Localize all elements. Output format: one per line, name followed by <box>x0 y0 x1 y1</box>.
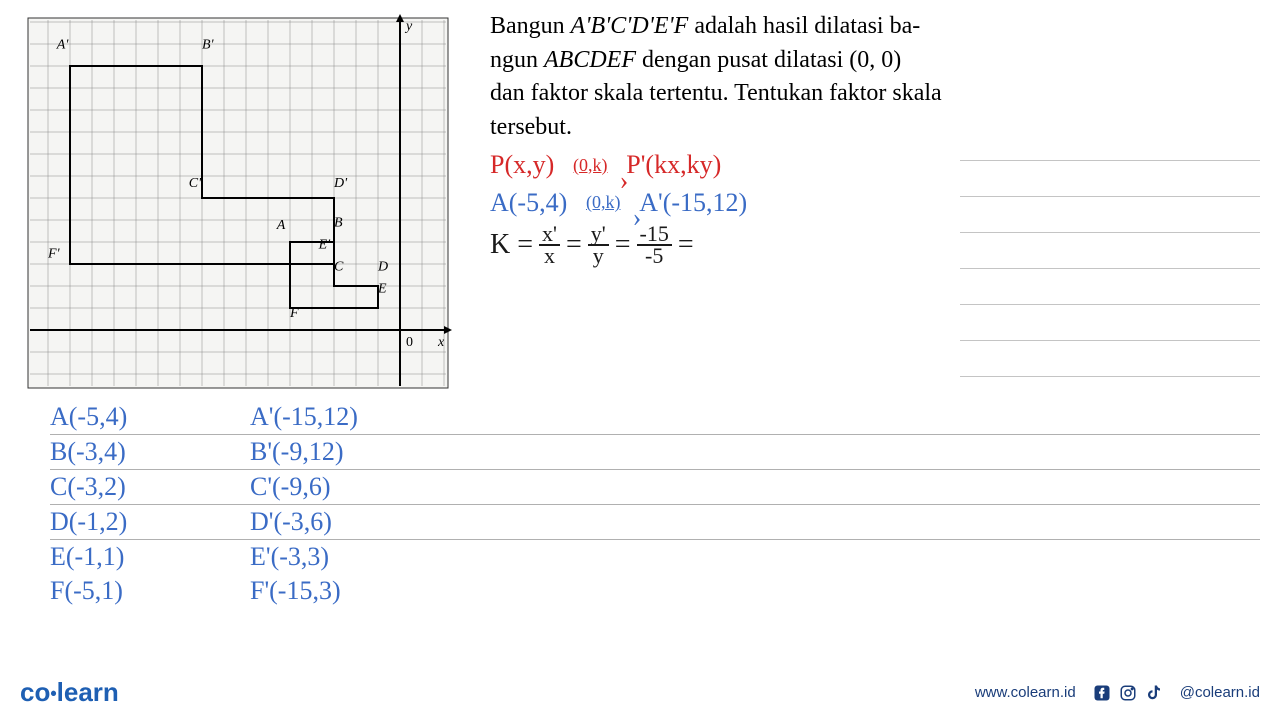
coord-Bp: B'(-9,12) <box>250 437 390 467</box>
text: ngun <box>490 47 544 73</box>
svg-text:A: A <box>276 218 286 233</box>
social-icons <box>1092 683 1164 703</box>
text: dengan pusat dilatasi (0, 0) <box>636 47 901 73</box>
tiktok-icon <box>1144 683 1164 703</box>
svg-text:F': F' <box>47 246 61 261</box>
brand-logo: co•learn <box>20 677 119 708</box>
coord-Ap: A'(-15,12) <box>250 402 390 432</box>
svg-text:C': C' <box>189 176 202 191</box>
coord-D: D(-1,2) <box>50 507 190 537</box>
facebook-icon <box>1092 683 1112 703</box>
result: A'(-15,12) <box>639 186 747 220</box>
fraction: x' x <box>539 224 560 266</box>
svg-text:A': A' <box>56 37 70 52</box>
fraction: y' y <box>588 224 609 266</box>
svg-text:E': E' <box>318 238 332 253</box>
ruled-lines <box>960 125 1260 377</box>
point: P(x,y) <box>490 148 554 182</box>
expr: A'B'C'D'E'F <box>571 13 689 39</box>
svg-text:F: F <box>289 306 299 321</box>
text: Bangun <box>490 13 571 39</box>
result: P'(kx,ky) <box>626 148 721 182</box>
instagram-icon <box>1118 683 1138 703</box>
website-url: www.colearn.id <box>975 684 1076 701</box>
coordinates-list: A(-5,4) A'(-15,12) B(-3,4) B'(-9,12) C(-… <box>0 395 1280 608</box>
coord-Fp: F'(-15,3) <box>250 576 390 606</box>
svg-text:E: E <box>377 282 387 297</box>
coord-A: A(-5,4) <box>50 402 190 432</box>
svg-text:D: D <box>377 260 388 275</box>
coord-row: F(-5,1) F'(-15,3) <box>50 574 1260 608</box>
coord-row: E(-1,1) E'(-3,3) <box>50 540 1260 574</box>
svg-text:B: B <box>334 216 343 231</box>
coord-F: F(-5,1) <box>50 576 190 606</box>
expr: ABCDEF <box>544 47 636 73</box>
coord-row: B(-3,4) B'(-9,12) <box>50 435 1260 470</box>
point: A(-5,4) <box>490 186 567 220</box>
footer-right: www.colearn.id @colearn.id <box>975 683 1260 703</box>
coord-Ep: E'(-3,3) <box>250 542 390 572</box>
coord-row: C(-3,2) C'(-9,6) <box>50 470 1260 505</box>
svg-text:x: x <box>437 335 445 350</box>
k-equals: K = <box>490 227 533 263</box>
coordinate-graph: y x 0 A' B' C' D' E' F' A B C DE F <box>20 10 460 395</box>
social-handle: @colearn.id <box>1180 684 1260 701</box>
svg-text:0: 0 <box>406 335 413 350</box>
arrow-label: (0,k) <box>560 154 620 177</box>
svg-text:D': D' <box>333 176 348 191</box>
fraction: -15 -5 <box>637 224 672 266</box>
coord-B: B(-3,4) <box>50 437 190 467</box>
svg-text:B': B' <box>202 37 215 52</box>
text: adalah hasil dilatasi ba- <box>688 13 920 39</box>
svg-text:y: y <box>404 19 413 34</box>
footer: co•learn www.colearn.id @colearn.id <box>20 677 1260 708</box>
coord-Cp: C'(-9,6) <box>250 472 390 502</box>
coord-C: C(-3,2) <box>50 472 190 502</box>
coord-row: D(-1,2) D'(-3,6) <box>50 505 1260 540</box>
coord-E: E(-1,1) <box>50 542 190 572</box>
coord-row: A(-5,4) A'(-15,12) <box>50 400 1260 435</box>
text: tersebut. <box>490 114 572 140</box>
svg-text:C: C <box>334 260 344 275</box>
text: dan faktor skala tertentu. Tentukan fakt… <box>490 80 942 106</box>
problem-and-work: Bangun A'B'C'D'E'F adalah hasil dilatasi… <box>460 10 1260 395</box>
arrow-label: (0,k) <box>573 191 633 214</box>
coord-Dp: D'(-3,6) <box>250 507 390 537</box>
